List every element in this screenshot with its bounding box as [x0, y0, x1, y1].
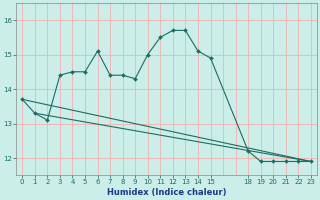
X-axis label: Humidex (Indice chaleur): Humidex (Indice chaleur) — [107, 188, 226, 197]
